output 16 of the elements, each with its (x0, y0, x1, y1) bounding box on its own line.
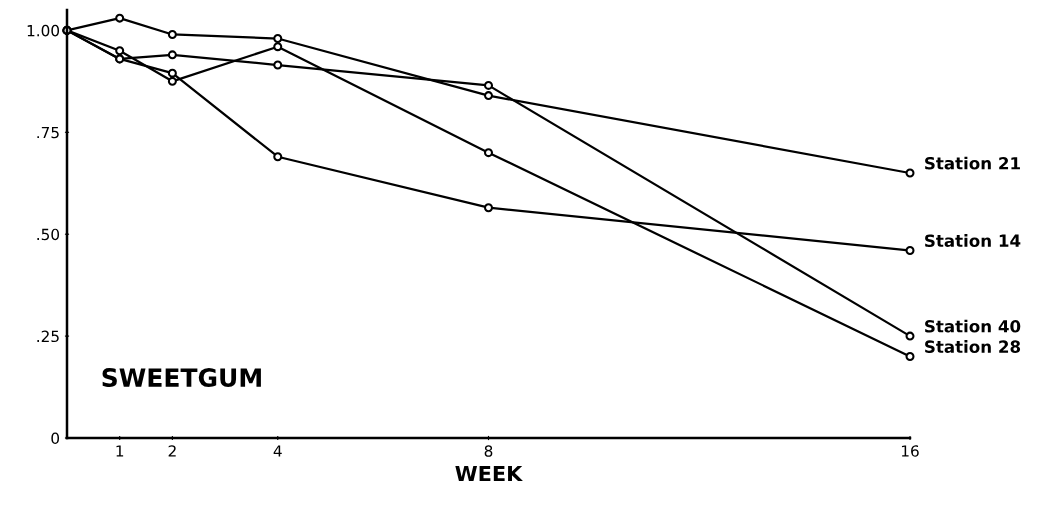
y-tick-label: .50 (37, 228, 60, 241)
series-label: Station 14 (925, 234, 1021, 247)
series-label: Station 28 (925, 340, 1021, 353)
x-tick-label: 1 (116, 445, 124, 457)
x-tick-label: 16 (901, 445, 919, 457)
x-tick-label: 4 (273, 445, 282, 457)
y-tick-label: 1.00 (27, 24, 60, 37)
annotation: SWEETGUM (102, 368, 261, 387)
y-tick-label: .25 (37, 330, 59, 343)
y-tick-label: 0 (51, 432, 60, 445)
series-label: Station 40 (925, 319, 1021, 333)
x-axis-title: WEEK (455, 465, 523, 482)
x-tick-label: 2 (168, 445, 176, 457)
y-tick-label: .75 (37, 126, 59, 139)
x-tick-label: 8 (484, 445, 493, 457)
series-label: Station 21 (925, 156, 1020, 170)
